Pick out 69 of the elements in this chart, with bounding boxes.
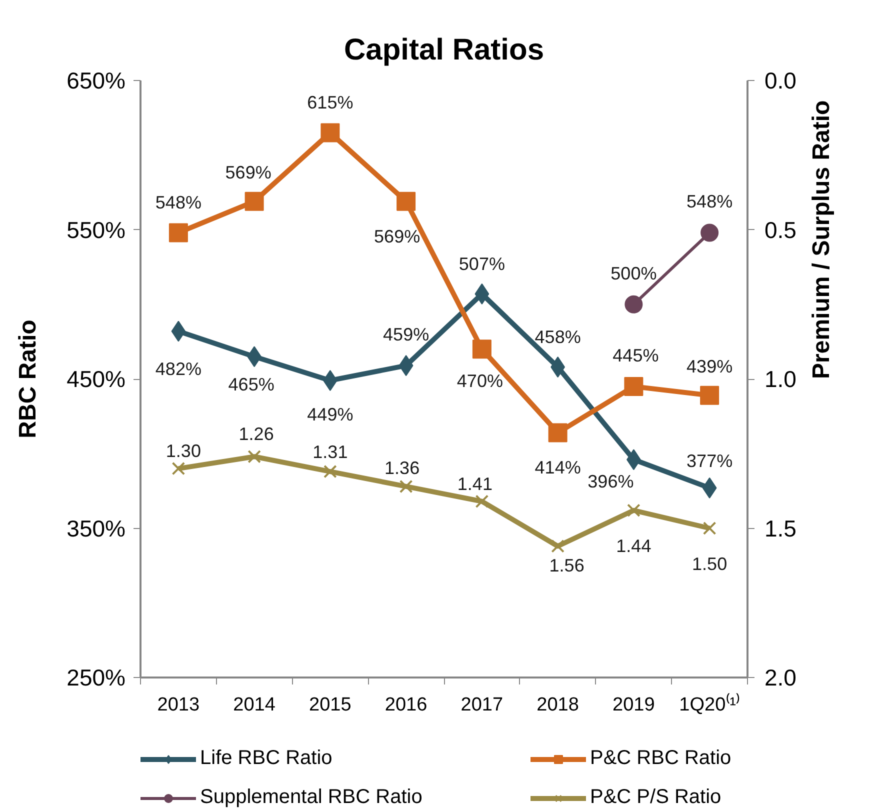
data-label: 377% [686, 450, 733, 471]
point [700, 386, 720, 405]
x-tick-label: 2017 [460, 694, 504, 716]
y2-tick-label: 1.5 [764, 515, 796, 542]
point [627, 504, 640, 517]
x-tick-label: 2013 [157, 694, 200, 716]
point [475, 494, 489, 508]
legend-label: Supplemental RBC Ratio [200, 786, 424, 809]
x-tick-label: 2016 [384, 694, 428, 716]
data-label: 482% [155, 359, 202, 380]
data-label: 615% [307, 92, 354, 113]
data-label: 439% [686, 356, 733, 376]
data-label: 465% [228, 374, 274, 395]
data-label: 449% [307, 404, 354, 424]
data-label: 458% [534, 327, 581, 348]
data-label: 396% [588, 472, 634, 492]
data-label: 569% [225, 162, 272, 182]
data-label: 507% [458, 254, 505, 274]
data-label: 1.44 [616, 536, 652, 556]
data-label: 500% [610, 263, 657, 284]
data-label: 459% [383, 324, 430, 345]
y-tick-label: 650% [66, 68, 126, 94]
x-tick-label: 2014 [233, 694, 276, 716]
y2-tick-label: 0.5 [764, 216, 796, 243]
point [702, 522, 716, 535]
data-label: 548% [686, 192, 733, 212]
legend-label: Life RBC Ratio [200, 747, 334, 770]
data-label: 414% [534, 458, 581, 478]
data-label: 1.36 [384, 458, 420, 478]
data-label: 1.41 [457, 474, 492, 494]
point [624, 376, 644, 396]
point [172, 462, 186, 476]
y-tick-label: 550% [66, 216, 126, 243]
point [324, 464, 337, 478]
point [472, 340, 492, 359]
data-label: 470% [456, 371, 503, 392]
data-label: 1.56 [549, 556, 584, 576]
y-tick-label: 450% [66, 366, 126, 392]
x-tick-label: 2015 [309, 694, 352, 716]
point [399, 480, 413, 494]
y2-tick-label: 0.0 [764, 68, 796, 94]
point [320, 123, 340, 142]
data-label: 1.50 [692, 554, 728, 574]
point [248, 450, 261, 464]
legend-label: P&C RBC Ratio [590, 747, 732, 770]
y2-tick-label: 2.0 [764, 664, 796, 690]
y-tick-label: 250% [66, 664, 126, 690]
x-tick-label: 1Q20⁽¹⁾ [679, 692, 740, 716]
data-label: 569% [374, 226, 420, 246]
y2-tick-label: 1.0 [764, 366, 796, 392]
data-label: 548% [155, 192, 202, 213]
point [168, 223, 188, 242]
point [624, 295, 643, 314]
point [548, 423, 568, 442]
x-tick-label: 2019 [612, 694, 655, 716]
point [551, 540, 564, 553]
data-label: 1.26 [238, 424, 274, 444]
data-label: 445% [612, 345, 659, 366]
point [396, 192, 416, 211]
y2-axis-title: Premium / Surplus Ratio [808, 100, 835, 379]
x-tick-label: 2018 [536, 694, 579, 716]
point [244, 192, 264, 211]
y-tick-label: 350% [66, 515, 126, 542]
legend-label: P&C P/S Ratio [590, 786, 722, 809]
y-axis-title: RBC Ratio [14, 320, 42, 438]
data-label: 1.31 [312, 442, 348, 462]
point [700, 224, 719, 242]
chart-title: Capital Ratios [344, 34, 544, 66]
data-label: 1.30 [166, 441, 201, 462]
